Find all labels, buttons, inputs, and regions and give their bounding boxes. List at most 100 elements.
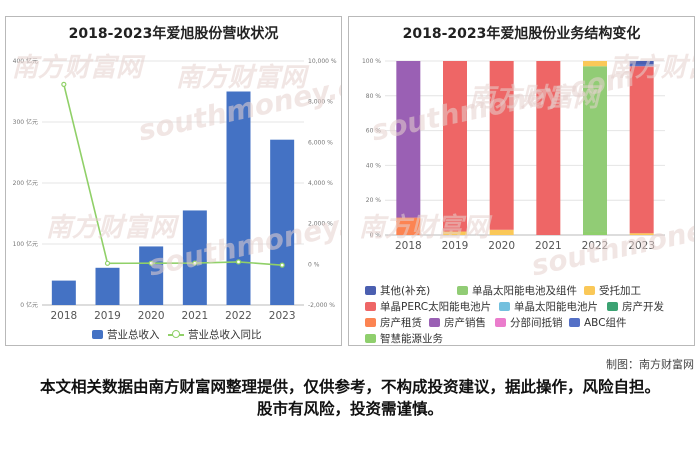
legend-label: 营业总收入同比 [188,329,262,341]
y-tick-label: 400 亿元 [13,57,38,65]
x-tick-label: 2018 [50,310,77,322]
y2-tick-label: 8,000 % [308,99,333,106]
yoy-point [192,260,198,266]
legend-label: 单晶PERC太阳能电池片 [380,301,492,313]
y-tick-label: 0 % [370,232,382,239]
x-tick-label: 2020 [138,310,165,322]
segment-bar [489,61,514,230]
legend-label: 单晶太阳能电池片 [514,301,598,313]
legend-item[interactable]: 营业总收入同比 [168,327,262,342]
x-tick-label: 2021 [535,240,562,252]
business-structure-chart-plot: 0 % 20 % 40 % 60 % 80 % 100 % 2018 2019 2020 2021… [362,58,665,252]
legend-item[interactable]: 分部间抵销 [495,315,563,330]
y-tick-label: 100 亿元 [13,240,38,248]
legend-item[interactable]: 房产开发 [607,299,664,314]
y-tick-label: 0 亿元 [20,301,38,309]
segment-bar [629,61,654,65]
x-tick-label: 2019 [442,240,469,252]
x-tick-label: 2019 [94,310,121,322]
segment-bar [396,217,421,235]
chart-title: 2018-2023年爱旭股份营收状况 [68,26,279,42]
x-tick-label: 2022 [225,310,252,322]
legend-label: 房产开发 [622,301,664,313]
legend-swatch [457,286,468,295]
revenue-bar [139,246,164,305]
x-tick-label: 2023 [269,310,296,322]
revenue-bar [182,210,207,305]
x-tick-label: 2020 [488,240,515,252]
chart-title: 2018-2023年爱旭股份业务结构变化 [402,26,641,42]
legend-item[interactable]: 单晶PERC太阳能电池片 [365,299,491,314]
legend-swatch [495,318,506,327]
segment-bar [489,229,514,235]
yoy-point [279,262,285,268]
legend-swatch [365,334,376,343]
legend-label: 房产租赁 [380,317,422,329]
segment-bar [396,61,421,218]
legend-label: 营业总收入 [107,329,160,341]
legend-item[interactable]: 单晶太阳能电池片 [499,299,598,314]
chart-credit: 制图：南方财富网 [606,358,694,371]
segment-bar [583,61,607,67]
legend-label: 其他(补充) [380,285,431,297]
legend-label: 智慧能源业务 [380,333,443,345]
y2-tick-label: 2,000 % [308,221,333,228]
chart-legend: 其他(补充) 单晶太阳能电池及组件 受托加工单晶PERC太阳能电池片 单晶太阳能电池片… [349,277,694,345]
x-tick-label: 2023 [628,240,655,252]
yoy-line [63,84,283,266]
legend-swatch [584,286,595,295]
segment-bar [536,61,561,235]
legend-item[interactable]: 受托加工 [584,283,641,298]
revenue-chart-plot: 0 亿元 100 亿元 200 亿元 300 亿元 400 亿元 -2,000 % 0 % 2… [13,57,337,322]
revenue-bar [270,139,295,305]
legend-label: 受托加工 [599,285,641,297]
legend-item[interactable]: 其他(补充) [365,283,430,298]
revenue-bar [226,91,251,305]
legend-swatch [168,330,184,339]
yoy-point [61,81,67,87]
legend-swatch [569,318,580,327]
y-tick-label: 80 % [366,93,382,100]
legend-label: 房产销售 [444,317,486,329]
segment-bar [583,231,607,235]
yoy-point [148,260,154,266]
yoy-point [235,259,242,265]
legend-label: 单晶太阳能电池及组件 [472,285,577,297]
legend-label: ABC组件 [584,317,627,329]
legend-item[interactable]: 智慧能源业务 [365,331,443,345]
x-tick-label: 2021 [181,310,208,322]
legend-item[interactable]: 房产租赁 [365,315,422,330]
legend-item[interactable]: 营业总收入 [92,327,160,342]
business-structure-chart-panel: 南方财富网 southmoney.com 南方财富网 南方财富网 southmo… [348,16,695,346]
revenue-bar [95,267,120,305]
legend-swatch [92,330,103,339]
segment-bar [629,233,654,235]
legend-item[interactable]: 单晶太阳能电池及组件 [457,283,577,298]
segment-bar [443,61,467,232]
revenue-chart-panel: 南方财富网 南方财富网 southmoney.com 南方财富网 southmo… [5,16,342,346]
segment-bar [443,231,467,235]
x-tick-label: 2022 [582,240,609,252]
legend-item[interactable]: ABC组件 [569,315,627,330]
legend-item[interactable]: 房产销售 [429,315,486,330]
segment-bar [629,64,654,67]
legend-label: 分部间抵销 [510,317,563,329]
yoy-point [104,260,111,266]
y-tick-label: 300 亿元 [13,118,38,126]
y-tick-label: 40 % [366,162,382,169]
segment-bar [629,66,654,234]
legend-swatch [429,318,440,327]
x-tick-label: 2018 [395,240,422,252]
y-tick-label: 20 % [366,197,382,204]
y2-tick-label: -2,000 % [308,302,335,309]
legend-swatch [499,302,510,311]
legend-swatch [365,302,376,311]
legend-swatch [607,302,618,311]
y2-tick-label: 10,000 % [308,58,337,65]
segment-bar [583,66,607,232]
y-tick-label: 100 % [362,58,381,65]
revenue-bar [51,280,76,305]
y-tick-label: 200 亿元 [13,179,38,187]
disclaimer-text: 本文相关数据由南方财富网整理提供，仅供参考，不构成投资建议，据此操作，风险自担。… [40,378,661,418]
y-tick-label: 60 % [366,128,382,135]
